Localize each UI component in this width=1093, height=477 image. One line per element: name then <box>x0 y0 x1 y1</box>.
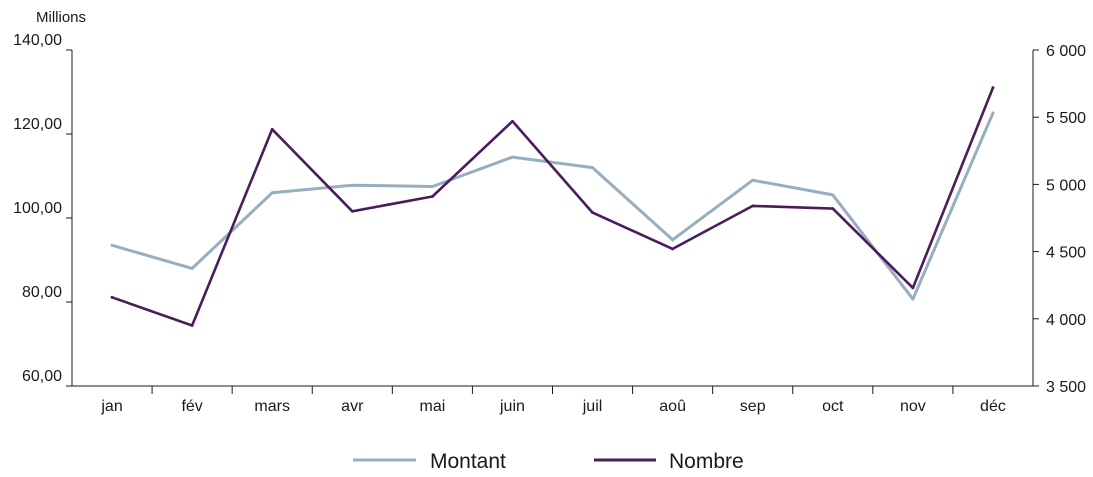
data-point-montant <box>911 297 915 301</box>
axes: 60,00 80,00 100,00 120,00 140,00 3 500 4 000 4 … <box>13 32 1086 415</box>
x-tick-label: mai <box>419 398 445 415</box>
y-right-tick-label: 5 500 <box>1046 110 1086 127</box>
data-point-montant <box>591 166 594 170</box>
x-tick-label: avr <box>341 398 364 415</box>
y-left-tick-label: 120,00 <box>13 116 62 133</box>
data-point-montant <box>350 183 354 187</box>
data-point-nombre <box>270 127 274 131</box>
data-point-nombre <box>591 211 594 215</box>
y-left-tick-label: 140,00 <box>13 32 62 49</box>
legend: Montant Nombre <box>353 450 744 473</box>
data-point-montant <box>110 243 114 247</box>
data-point-montant <box>831 193 835 197</box>
series-line-montant <box>110 111 995 301</box>
unit-label: Millions <box>36 9 86 26</box>
data-point-montant <box>270 191 274 195</box>
x-tick-label: juin <box>499 398 525 415</box>
y-right-tick-label: 4 500 <box>1046 245 1086 262</box>
y-left-tick-label: 80,00 <box>22 284 62 301</box>
x-tick-label: déc <box>980 398 1006 415</box>
data-point-montant <box>751 178 755 182</box>
data-point-nombre <box>751 204 755 208</box>
data-point-nombre <box>671 247 675 251</box>
y-left-tick-label: 100,00 <box>13 200 62 217</box>
data-point-montant <box>190 267 194 270</box>
data-point-nombre <box>190 324 194 327</box>
y-right-tick-label: 6 000 <box>1046 43 1086 60</box>
y-right-tick-label: 5 000 <box>1046 177 1086 194</box>
data-point-nombre <box>511 119 514 123</box>
x-tick-label: jan <box>100 398 122 415</box>
data-point-nombre <box>110 295 114 299</box>
legend-label-nombre: Nombre <box>669 450 744 472</box>
series-line-nombre <box>110 86 995 327</box>
data-point-nombre <box>350 209 354 213</box>
x-tick-label: nov <box>900 398 926 415</box>
x-tick-label: fév <box>181 398 202 415</box>
legend-label-montant: Montant <box>430 450 506 472</box>
y-right-tick-label: 3 500 <box>1046 379 1086 396</box>
x-tick-label: oct <box>822 398 844 415</box>
data-point-nombre <box>430 195 434 198</box>
x-tick-label: sep <box>740 398 766 415</box>
data-point-nombre <box>991 86 995 90</box>
data-point-nombre <box>831 207 835 210</box>
data-point-montant <box>671 238 675 242</box>
data-point-nombre <box>911 286 915 290</box>
y-left-tick-label: 60,00 <box>22 368 62 385</box>
data-point-montant <box>430 185 434 188</box>
x-tick-label: mars <box>254 398 290 415</box>
x-tick-label: juil <box>582 398 603 415</box>
data-point-montant <box>991 111 995 115</box>
series-group <box>110 86 995 327</box>
x-tick-label: aoû <box>659 398 686 415</box>
data-point-montant <box>511 155 514 159</box>
y-right-tick-label: 4 000 <box>1046 312 1086 329</box>
